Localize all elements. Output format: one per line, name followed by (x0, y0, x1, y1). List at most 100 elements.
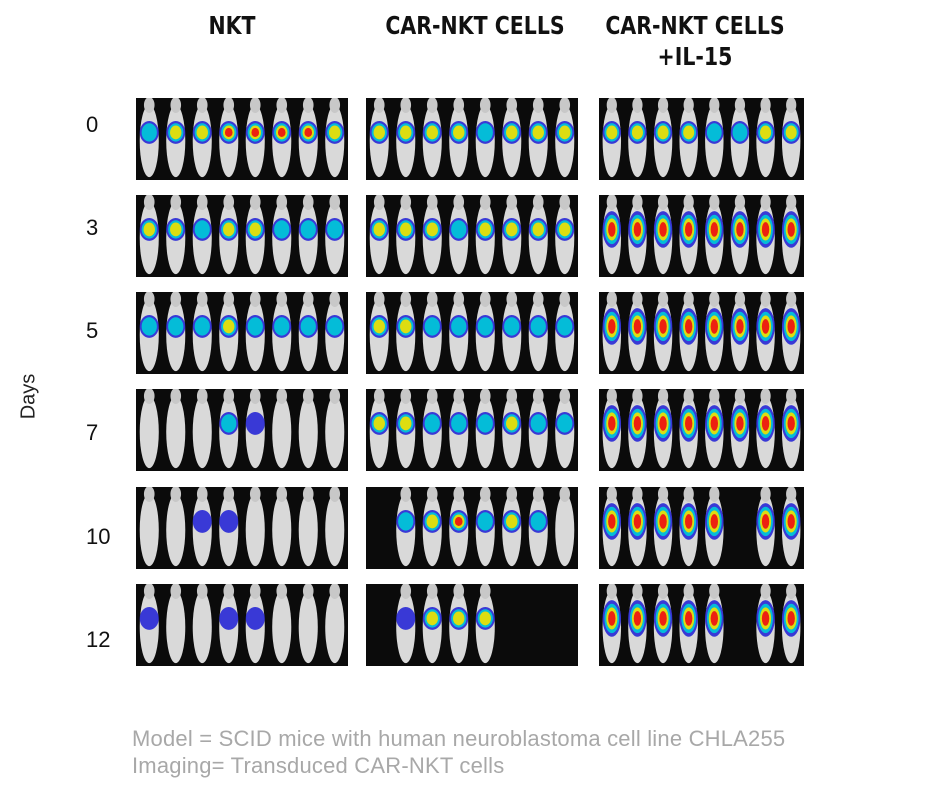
mouse-head (559, 292, 571, 307)
mouse-head (400, 389, 412, 404)
mouse (730, 195, 750, 275)
mouse-head (426, 584, 438, 599)
mouse (705, 98, 724, 178)
mouse (528, 98, 548, 178)
imaging-panel-car-nkt-il15-day-10 (599, 487, 804, 569)
signal-blob (506, 222, 518, 237)
mouse (298, 195, 318, 275)
mouse (449, 487, 469, 567)
mouse-head (506, 389, 518, 404)
mouse-head (506, 98, 518, 113)
signal-blob (451, 317, 467, 336)
signal-blob (426, 611, 438, 626)
signal-blob (761, 514, 770, 529)
mouse-image (139, 98, 345, 178)
mouse-image (369, 195, 575, 275)
mouse (555, 292, 575, 372)
signal-blob (373, 222, 385, 237)
imaging-panel-car-nkt-il15-day-12 (599, 584, 804, 666)
signal-blob (736, 222, 744, 237)
mouse (705, 195, 724, 275)
signal-blob (398, 512, 414, 531)
signal-blob (710, 416, 719, 431)
mouse (602, 389, 622, 469)
signal-blob (530, 512, 546, 531)
signal-blob (451, 220, 467, 239)
mouse (192, 584, 212, 664)
signal-blob (479, 222, 491, 237)
mouse-head (683, 584, 694, 599)
column-header-line1: CAR-NKT CELLS (385, 11, 565, 40)
signal-blob (424, 414, 440, 433)
signal-blob (606, 125, 618, 140)
mouse (679, 98, 698, 178)
mouse (555, 487, 575, 567)
mouse (396, 487, 416, 567)
signal-blob (223, 222, 235, 237)
mouse-head (506, 292, 518, 307)
mouse-head (657, 389, 669, 404)
mouse-head (760, 292, 771, 307)
signal-blob (530, 317, 546, 336)
signal-blob (683, 125, 695, 140)
mouse-head (657, 195, 669, 210)
mouse-head (606, 487, 617, 502)
mouse-head (329, 195, 341, 210)
signal-blob (327, 317, 343, 336)
mouse (602, 584, 622, 664)
mouse-head (734, 389, 746, 404)
mouse (245, 292, 265, 372)
signal-blob (732, 123, 748, 142)
signal-blob (559, 222, 571, 237)
signal-blob (706, 123, 722, 142)
signal-blob (532, 125, 544, 140)
signal-blob (400, 222, 412, 237)
signal-blob (657, 125, 669, 140)
mouse-image (369, 292, 575, 372)
mouse-head (479, 98, 491, 113)
mouse (756, 584, 775, 664)
signal-blob (608, 222, 616, 237)
mouse (166, 584, 186, 664)
mouse-head (196, 195, 208, 210)
mouse-head (760, 195, 771, 210)
mouse-head (143, 98, 155, 113)
mouse (369, 195, 389, 275)
signal-blob (557, 414, 573, 433)
signal-blob (684, 514, 693, 529)
mouse (139, 389, 159, 469)
signal-blob (224, 127, 233, 138)
mouse-head (479, 389, 491, 404)
mouse (298, 98, 318, 178)
signal-blob (787, 514, 795, 529)
mouse (245, 389, 265, 469)
column-header-nkt: NKT (150, 10, 314, 41)
mouse (628, 195, 647, 275)
mouse-head (606, 98, 617, 113)
signal-blob (453, 125, 465, 140)
mouse-head (559, 487, 571, 502)
day-label-12: 12 (86, 627, 111, 652)
mouse-head (709, 487, 720, 502)
mouse (449, 195, 469, 275)
signal-blob (787, 222, 795, 237)
signal-blob (785, 125, 797, 140)
signal-blob (736, 319, 744, 334)
mouse-head (373, 389, 385, 404)
mouse-head (709, 292, 720, 307)
mouse (475, 389, 495, 469)
mouse-head (683, 292, 694, 307)
signal-blob (477, 414, 493, 433)
imaging-panel-car-nkt-day-10 (366, 487, 578, 569)
mouse-head (223, 584, 235, 599)
mouse (555, 195, 575, 275)
mouse-head (479, 195, 491, 210)
signal-blob (736, 416, 744, 431)
mouse-head (249, 195, 261, 210)
mouse-head (606, 292, 617, 307)
mouse (653, 389, 673, 469)
mouse-head (709, 584, 720, 599)
signal-blob (760, 125, 772, 140)
signal-blob (504, 317, 520, 336)
mouse (730, 389, 750, 469)
